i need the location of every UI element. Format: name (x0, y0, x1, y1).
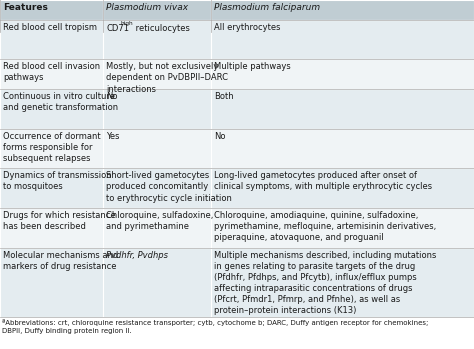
Text: high: high (120, 21, 133, 26)
Text: Drugs for which resistance
has been described: Drugs for which resistance has been desc… (3, 211, 116, 231)
Text: Long-lived gametocytes produced after onset of
clinical symptoms, with multiple : Long-lived gametocytes produced after on… (214, 171, 432, 191)
Text: Chloroquine, sulfadoxine,
and pyrimethamine: Chloroquine, sulfadoxine, and pyrimetham… (106, 211, 214, 231)
Text: Chloroquine, amodiaquine, quinine, sulfadoxine,
pyrimethamine, mefloquine, artem: Chloroquine, amodiaquine, quinine, sulfa… (214, 211, 436, 242)
Bar (103, 129, 211, 168)
Text: Multiple mechanisms described, including mutations
in genes relating to parasite: Multiple mechanisms described, including… (214, 251, 436, 315)
Text: No: No (106, 92, 118, 101)
Bar (211, 168, 474, 208)
Bar (0, 89, 103, 129)
Bar (103, 59, 211, 89)
Text: Plasmodium falciparum: Plasmodium falciparum (214, 3, 320, 12)
Text: ªAbbreviations: crt, chloroquine resistance transporter; cytb, cytochome b; DARC: ªAbbreviations: crt, chloroquine resista… (2, 319, 428, 334)
Text: Red blood cell invasion
pathways: Red blood cell invasion pathways (3, 62, 100, 82)
Bar (211, 247, 474, 317)
Bar (0, 129, 103, 168)
Text: Yes: Yes (106, 132, 120, 141)
Bar (0, 168, 103, 208)
Text: All erythrocytes: All erythrocytes (214, 23, 281, 32)
Text: Red blood cell tropism: Red blood cell tropism (3, 23, 97, 32)
Bar (103, 89, 211, 129)
Bar (103, 208, 211, 247)
Text: Features: Features (3, 3, 48, 12)
Bar (0, 20, 103, 59)
Text: No: No (214, 132, 226, 141)
Text: Molecular mechanisms and
markers of drug resistance: Molecular mechanisms and markers of drug… (3, 251, 118, 271)
Bar (103, 168, 211, 208)
Text: Multiple pathways: Multiple pathways (214, 62, 291, 72)
Text: Mostly, but not exclusively
dependent on PvDBPII–DARC
interactions: Mostly, but not exclusively dependent on… (106, 62, 228, 94)
Bar (0, 208, 103, 247)
Text: Short-lived gametocytes
produced concomitantly
to erythrocytic cycle initiation: Short-lived gametocytes produced concomi… (106, 171, 232, 202)
Text: Both: Both (214, 92, 234, 101)
Bar (211, 129, 474, 168)
Bar (103, 247, 211, 317)
Text: reticulocytes: reticulocytes (133, 24, 190, 33)
Bar (103, 0, 211, 20)
Text: Dynamics of transmission
to mosquitoes: Dynamics of transmission to mosquitoes (3, 171, 111, 191)
Bar (103, 20, 211, 59)
Bar (211, 0, 474, 20)
Bar (211, 59, 474, 89)
Bar (211, 89, 474, 129)
Text: Occurrence of dormant
forms responsible for
subsequent relapses: Occurrence of dormant forms responsible … (3, 132, 100, 163)
Bar (0, 59, 103, 89)
Text: Pvdhfr, Pvdhps: Pvdhfr, Pvdhps (106, 251, 168, 260)
Bar (211, 208, 474, 247)
Text: Plasmodium vivax: Plasmodium vivax (106, 3, 189, 12)
Bar (0, 0, 103, 20)
Text: Continuous in vitro culture
and genetic transformation: Continuous in vitro culture and genetic … (3, 92, 118, 112)
Text: CD71: CD71 (106, 24, 129, 33)
Bar (211, 20, 474, 59)
Bar (0, 247, 103, 317)
